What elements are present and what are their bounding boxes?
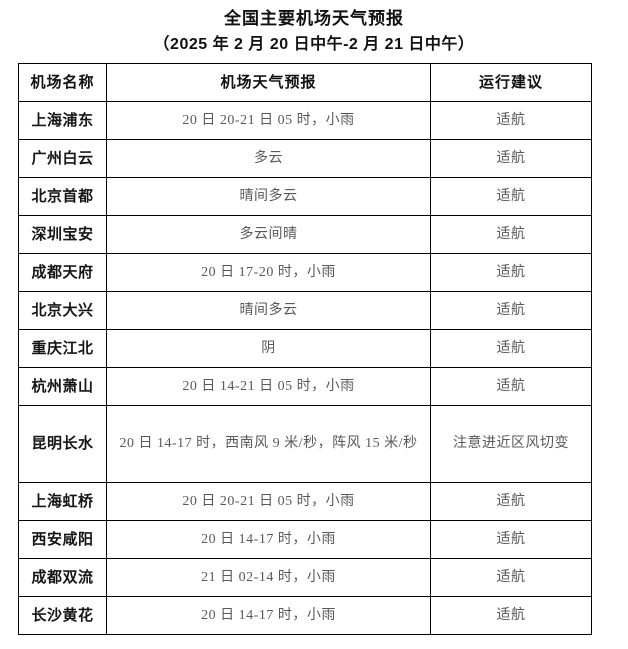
airport-name-cell: 成都双流 (18, 558, 107, 597)
airport-name-cell: 成都天府 (18, 253, 107, 292)
advice-cell: 适航 (430, 215, 592, 254)
table-row: 上海虹桥 20 日 20-21 日 05 时，小雨 适航 (18, 482, 592, 521)
forecast-cell: 20 日 14-17 时，小雨 (106, 520, 431, 559)
airport-name-cell: 上海浦东 (18, 101, 107, 140)
airport-name-cell: 杭州萧山 (18, 367, 107, 406)
airport-name-cell: 广州白云 (18, 139, 107, 178)
header-operation-advice: 运行建议 (430, 63, 592, 102)
advice-cell: 适航 (430, 101, 592, 140)
table-row: 成都双流 21 日 02-14 时，小雨 适航 (18, 558, 592, 597)
table-row: 西安咸阳 20 日 14-17 时，小雨 适航 (18, 520, 592, 559)
advice-cell: 适航 (430, 520, 592, 559)
advice-cell: 适航 (430, 367, 592, 406)
table-row: 杭州萧山 20 日 14-21 日 05 时，小雨 适航 (18, 367, 592, 406)
forecast-cell: 晴间多云 (106, 291, 431, 330)
advice-cell: 适航 (430, 329, 592, 368)
forecast-table: 机场名称 机场天气预报 运行建议 上海浦东 20 日 20-21 日 05 时，… (18, 63, 592, 635)
airport-name-cell: 上海虹桥 (18, 482, 107, 521)
airport-name-cell: 长沙黄花 (18, 596, 107, 635)
page-title: 全国主要机场天气预报 (224, 9, 404, 28)
airport-name-cell: 北京首都 (18, 177, 107, 216)
airport-name-cell: 昆明长水 (18, 405, 107, 483)
table-row: 重庆江北 阴 适航 (18, 329, 592, 368)
forecast-cell: 晴间多云 (106, 177, 431, 216)
table-row: 上海浦东 20 日 20-21 日 05 时，小雨 适航 (18, 101, 592, 140)
forecast-cell: 多云间晴 (106, 215, 431, 254)
advice-cell: 适航 (430, 291, 592, 330)
table-row: 长沙黄花 20 日 14-17 时，小雨 适航 (18, 596, 592, 635)
header-airport-name: 机场名称 (18, 63, 107, 102)
header-weather-forecast: 机场天气预报 (106, 63, 431, 102)
forecast-cell: 阴 (106, 329, 431, 368)
advice-cell: 适航 (430, 482, 592, 521)
advice-cell: 适航 (430, 253, 592, 292)
advice-cell: 适航 (430, 177, 592, 216)
table-row: 北京大兴 晴间多云 适航 (18, 291, 592, 330)
forecast-cell: 21 日 02-14 时，小雨 (106, 558, 431, 597)
table-row: 成都天府 20 日 17-20 时，小雨 适航 (18, 253, 592, 292)
table-row: 广州白云 多云 适航 (18, 139, 592, 178)
forecast-cell: 20 日 14-17 时，西南风 9 米/秒，阵风 15 米/秒 (106, 405, 431, 483)
forecast-cell: 20 日 17-20 时，小雨 (106, 253, 431, 292)
advice-cell: 适航 (430, 139, 592, 178)
forecast-cell: 20 日 14-21 日 05 时，小雨 (106, 367, 431, 406)
forecast-cell: 20 日 20-21 日 05 时，小雨 (106, 101, 431, 140)
forecast-cell: 多云 (106, 139, 431, 178)
table-row: 深圳宝安 多云间晴 适航 (18, 215, 592, 254)
advice-cell: 注意进近区风切变 (430, 405, 592, 483)
airport-name-cell: 重庆江北 (18, 329, 107, 368)
forecast-cell: 20 日 20-21 日 05 时，小雨 (106, 482, 431, 521)
forecast-cell: 20 日 14-17 时，小雨 (106, 596, 431, 635)
page-subtitle: （2025 年 2 月 20 日中午-2 月 21 日中午） (153, 36, 475, 53)
table-header-row: 机场名称 机场天气预报 运行建议 (18, 63, 592, 102)
table-row: 昆明长水 20 日 14-17 时，西南风 9 米/秒，阵风 15 米/秒 注意… (18, 405, 592, 483)
airport-name-cell: 北京大兴 (18, 291, 107, 330)
airport-name-cell: 西安咸阳 (18, 520, 107, 559)
advice-cell: 适航 (430, 596, 592, 635)
airport-name-cell: 深圳宝安 (18, 215, 107, 254)
table-row: 北京首都 晴间多云 适航 (18, 177, 592, 216)
advice-cell: 适航 (430, 558, 592, 597)
